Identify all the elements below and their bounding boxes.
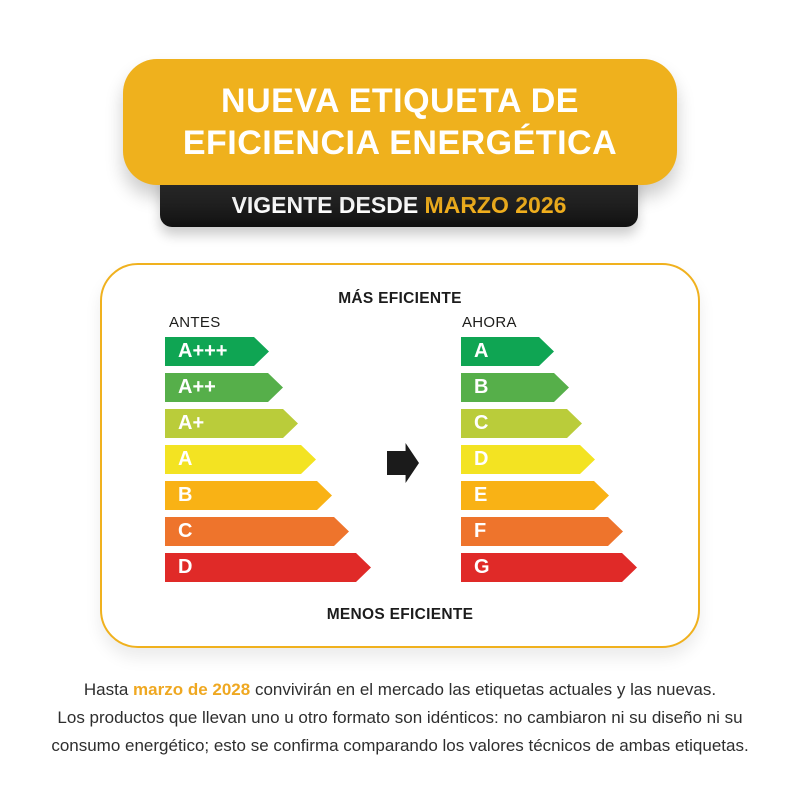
energy-grade-label: A+++ [178,340,228,362]
energy-grade-label: D [474,448,489,470]
more-efficient-label: MÁS EFICIENTE [338,290,462,307]
footer-line-1: Hasta marzo de 2028 convivirán en el mer… [0,676,800,704]
energy-grade-arrow: A+ [165,409,298,438]
energy-grade-arrow: D [461,445,595,474]
footer-line-1-prefix: Hasta [83,680,134,699]
energy-grade-label: G [474,556,490,578]
comparison-card: MÁS EFICIENTE ANTES AHORA A+++ A++ A+ A B C D … [100,263,700,648]
energy-grade-label: C [178,520,193,542]
energy-grade-arrow: A+++ [165,337,269,366]
energy-grade-arrow: C [165,517,349,546]
scale-antes-header: ANTES [169,314,221,331]
energy-grade-arrow: B [461,373,569,402]
energy-grade-label: B [474,376,489,398]
energy-grade-arrow: A [165,445,316,474]
footer-line-3: consumo energético; esto se confirma com… [51,736,749,755]
footer-line-2: Los productos que llevan uno u otro form… [57,708,743,727]
energy-grade-label: F [474,520,487,542]
energy-grade-arrow: A [461,337,554,366]
scale-antes-rows: A+++ A++ A+ A B C D [165,337,371,582]
validity-date: MARZO 2026 [424,192,567,218]
energy-grade-arrow: A++ [165,373,283,402]
energy-grade-label: A+ [178,412,205,434]
right-arrow-icon [387,443,419,483]
footer-date-highlight: marzo de 2028 [133,680,251,699]
energy-grade-arrow: E [461,481,609,510]
energy-grade-label: D [178,556,193,578]
energy-grade-label: A++ [178,376,216,398]
footer-line-1-suffix: convivirán en el mercado las etiquetas a… [250,680,717,699]
energy-grade-arrow: C [461,409,582,438]
energy-grade-label: A [178,448,193,470]
energy-grade-label: B [178,484,193,506]
title-line-2: EFICIENCIA ENERGÉTICA [182,124,618,162]
title-banner: NUEVA ETIQUETA DE EFICIENCIA ENERGÉTICA [123,59,677,185]
energy-grade-label: A [474,340,489,362]
energy-grade-arrow: F [461,517,623,546]
less-efficient-label: MENOS EFICIENTE [326,606,474,623]
footer-paragraph: Hasta marzo de 2028 convivirán en el mer… [0,676,800,760]
energy-grade-arrow: G [461,553,637,582]
energy-grade-label: E [474,484,488,506]
energy-grade-arrow: D [165,553,371,582]
energy-grade-label: C [474,412,489,434]
energy-grade-arrow: B [165,481,332,510]
validity-prefix: VIGENTE DESDE [231,192,425,218]
scale-ahora-header: AHORA [462,314,517,331]
title-line-1: NUEVA ETIQUETA DE [221,82,579,120]
